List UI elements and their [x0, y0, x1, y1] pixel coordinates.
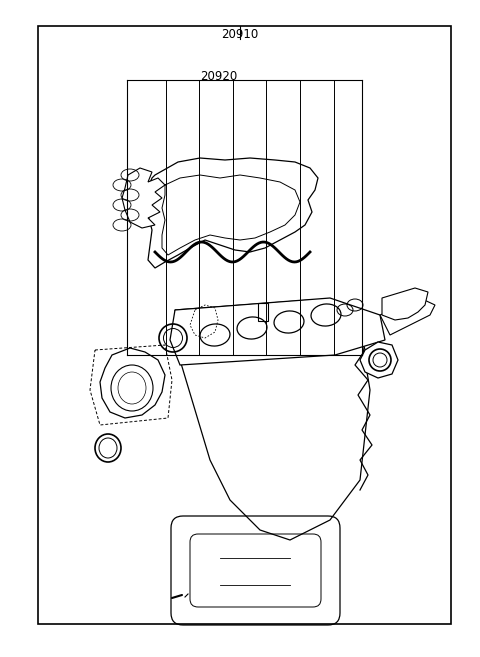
Text: 20920: 20920 — [200, 70, 237, 83]
Polygon shape — [175, 300, 370, 540]
Polygon shape — [100, 348, 165, 418]
Bar — [258, 303, 268, 321]
Polygon shape — [170, 298, 385, 365]
Polygon shape — [148, 158, 318, 268]
Bar — [38, 26, 451, 624]
Polygon shape — [122, 168, 165, 228]
Text: 20910: 20910 — [221, 28, 259, 41]
Polygon shape — [380, 298, 435, 335]
Polygon shape — [360, 342, 398, 378]
Polygon shape — [382, 288, 428, 320]
